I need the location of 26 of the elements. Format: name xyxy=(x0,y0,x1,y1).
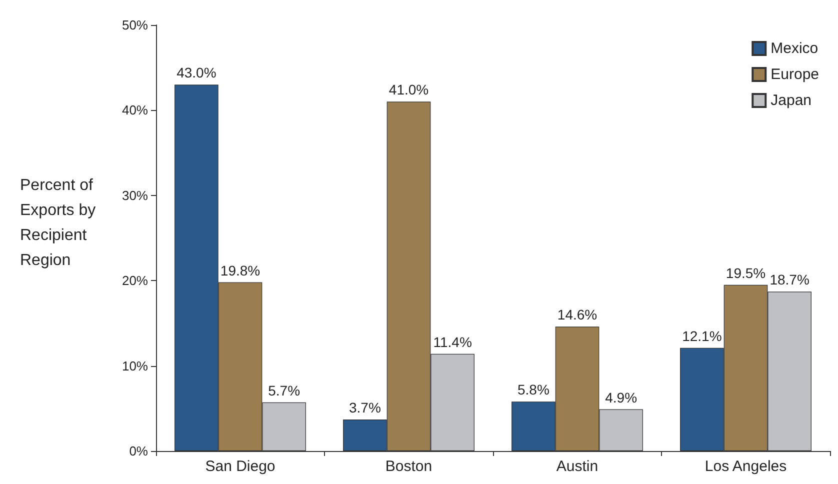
x-tick-label: Boston xyxy=(385,458,432,475)
legend-label: Japan xyxy=(770,92,812,109)
data-label: 41.0% xyxy=(388,82,429,98)
y-tick-label: 10% xyxy=(122,358,148,374)
y-tick-label: 0% xyxy=(129,444,148,458)
data-label: 5.7% xyxy=(268,382,300,398)
x-tick-label: Austin xyxy=(556,458,598,475)
data-label: 43.0% xyxy=(176,64,216,81)
x-tick-label: San Diego xyxy=(205,458,276,475)
data-label: 18.7% xyxy=(770,272,810,288)
legend-label: Europe xyxy=(770,66,820,83)
data-label: 11.4% xyxy=(433,334,472,350)
legend-label: Mexico xyxy=(770,40,818,57)
y-tick-label: 50% xyxy=(122,18,148,32)
x-tick-label: Los Angeles xyxy=(704,458,787,475)
data-label: 12.1% xyxy=(682,328,722,344)
data-label: 3.7% xyxy=(348,399,381,416)
data-label: 19.5% xyxy=(726,264,766,281)
data-label: 4.9% xyxy=(605,389,638,406)
y-tick-label: 40% xyxy=(122,102,148,118)
data-label: 19.8% xyxy=(220,262,260,278)
y-tick-label: 20% xyxy=(122,273,148,288)
y-tick-label: 30% xyxy=(122,188,148,203)
data-label: 14.6% xyxy=(557,306,598,323)
data-label: 5.8% xyxy=(517,382,550,398)
y-axis-title: Percent of Exports by Recipient Region xyxy=(20,177,96,269)
